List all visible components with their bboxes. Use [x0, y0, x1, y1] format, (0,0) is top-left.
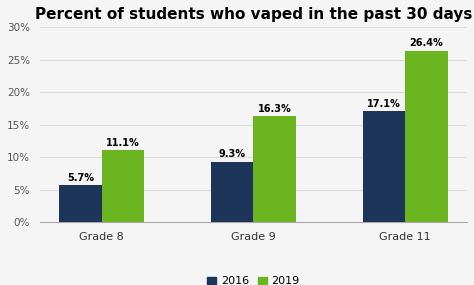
- Bar: [102, 150, 144, 222]
- Bar: [254, 116, 296, 222]
- Bar: [59, 185, 102, 222]
- Legend: 2016, 2019: 2016, 2019: [203, 272, 304, 285]
- Bar: [363, 111, 405, 222]
- Bar: [405, 51, 447, 222]
- Text: 5.7%: 5.7%: [67, 173, 94, 183]
- Text: 16.3%: 16.3%: [258, 104, 292, 114]
- Text: 11.1%: 11.1%: [106, 138, 140, 148]
- Bar: [211, 162, 254, 222]
- Title: Percent of students who vaped in the past 30 days: Percent of students who vaped in the pas…: [35, 7, 472, 22]
- Text: 9.3%: 9.3%: [219, 149, 246, 159]
- Text: 26.4%: 26.4%: [410, 38, 443, 48]
- Text: 17.1%: 17.1%: [367, 99, 401, 109]
